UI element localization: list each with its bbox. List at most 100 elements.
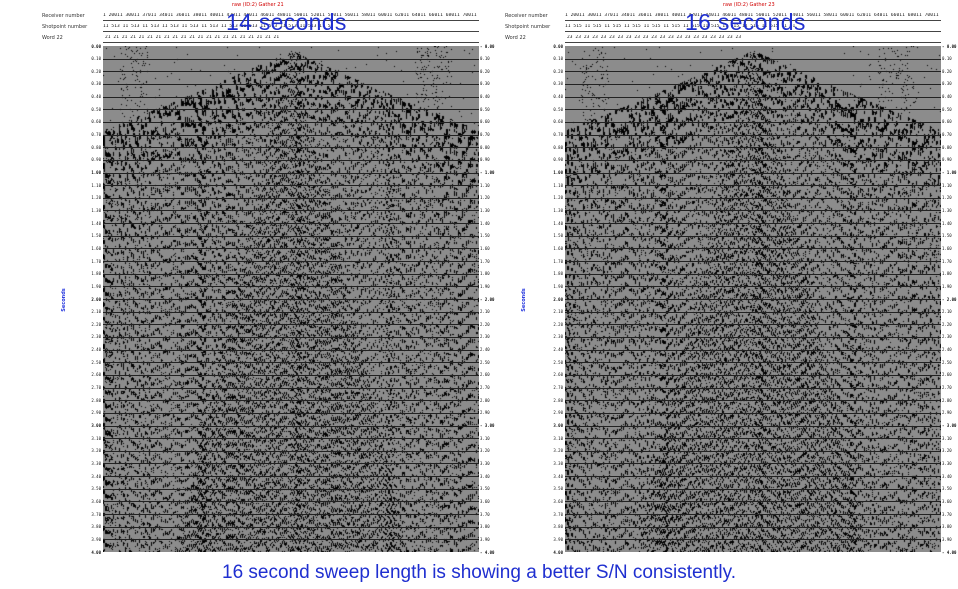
- timing-line: [103, 336, 479, 338]
- time-tick-label: 1.90: [942, 283, 952, 289]
- time-tick-label: 3.90: [480, 536, 490, 542]
- timing-line: [565, 121, 941, 123]
- time-tick-label: 3.70: [942, 511, 952, 517]
- word22-label: Word 22: [505, 35, 526, 41]
- time-tick-label: 1.20: [480, 195, 490, 201]
- gather-title: raw (ID:2) Gather 23: [723, 2, 775, 8]
- time-tick-label: 2.70: [480, 385, 490, 391]
- time-tick-label: 1.50: [480, 233, 490, 239]
- time-tick-label: 3.40: [91, 473, 101, 479]
- timing-line: [103, 96, 479, 98]
- time-tick-label: 3.20: [480, 448, 490, 454]
- time-tick-label: 3.60: [942, 498, 952, 504]
- timing-line: [565, 58, 941, 60]
- time-tick-label: 1.30: [553, 207, 563, 213]
- seismic-gather: [565, 46, 941, 552]
- time-tick-label: 3.30: [480, 460, 490, 466]
- time-tick-label: 2.10: [91, 309, 101, 315]
- timing-line: [565, 172, 941, 174]
- time-tick-label: 0.10: [91, 56, 101, 62]
- timing-line: [103, 374, 479, 376]
- time-tick-label: 2.20: [553, 321, 563, 327]
- receiver-number-label: Receiver number: [42, 13, 85, 19]
- timing-line: [103, 387, 479, 389]
- time-tick-label: 0.90: [91, 157, 101, 163]
- timing-line: [103, 514, 479, 516]
- time-tick-label: 3.60: [91, 498, 101, 504]
- time-tick-label: 3.70: [553, 511, 563, 517]
- time-tick-label: 0.40: [91, 94, 101, 100]
- time-tick-label: 1.70: [942, 258, 952, 264]
- time-tick-label: 1.30: [942, 207, 952, 213]
- time-tick-label: 1.70: [480, 258, 490, 264]
- time-tick-label: 1.50: [942, 233, 952, 239]
- seismic-gather: [103, 46, 479, 552]
- timing-line: [565, 425, 941, 427]
- time-tick-label: - 1.00: [480, 170, 495, 175]
- timing-line: [103, 324, 479, 326]
- timing-line: [103, 83, 479, 85]
- timing-line: [565, 463, 941, 465]
- sweep-length-label: 16 seconds: [685, 9, 806, 35]
- time-tick-label: 1.80: [942, 271, 952, 277]
- time-tick-label: 2.30: [480, 334, 490, 340]
- timing-line: [565, 501, 941, 503]
- timing-line: [565, 526, 941, 528]
- time-tick-label: 0.80: [553, 144, 563, 150]
- timing-line: [103, 71, 479, 73]
- shotpoint-number-label: Shotpoint number: [42, 24, 88, 30]
- timing-line: [565, 324, 941, 326]
- timing-line: [565, 96, 941, 98]
- receiver-number-values: 1 20011 30011 37011 34011 36011 38011 40…: [565, 13, 941, 18]
- time-tick-label: - 2.00: [942, 296, 957, 302]
- time-tick-label: 2.80: [91, 397, 101, 403]
- timing-line: [565, 311, 941, 313]
- time-tick-label: 3.00: [91, 423, 101, 428]
- time-tick-label: 0.20: [480, 68, 490, 74]
- time-tick-label: 3.50: [480, 486, 490, 492]
- time-tick-label: 3.40: [553, 473, 563, 479]
- time-tick-label: 0.50: [91, 106, 101, 112]
- time-tick-label: 1.50: [91, 233, 101, 239]
- timing-line: [565, 147, 941, 149]
- time-tick-label: 2.50: [480, 359, 490, 365]
- timing-line: [103, 134, 479, 136]
- time-tick-label: 2.80: [553, 397, 563, 403]
- time-tick-label: 1.20: [942, 195, 952, 201]
- word22-label: Word 22: [42, 35, 63, 41]
- time-tick-label: 0.50: [942, 106, 952, 112]
- time-tick-label: 1.20: [553, 195, 563, 201]
- time-tick-label: 3.10: [91, 435, 101, 441]
- time-tick-label: 0.90: [553, 157, 563, 163]
- time-tick-label: 1.60: [91, 245, 101, 251]
- time-tick-label: 2.00: [553, 296, 563, 302]
- time-tick-label: 1.30: [91, 207, 101, 213]
- timing-line: [103, 412, 479, 414]
- time-tick-label: 0.40: [942, 94, 952, 100]
- time-tick-label: 0.20: [91, 68, 101, 74]
- time-tick-label: 2.40: [480, 347, 490, 353]
- time-tick-label: 1.10: [91, 182, 101, 188]
- timing-line: [103, 223, 479, 225]
- timing-line: [103, 185, 479, 187]
- receiver-number-values: 1 20011 30011 37011 34011 36011 38011 40…: [103, 13, 479, 18]
- time-tick-label: 3.80: [480, 524, 490, 530]
- timing-line: [565, 450, 941, 452]
- header-rule: [103, 42, 479, 43]
- timing-line: [565, 412, 941, 414]
- time-tick-label: 0.80: [480, 144, 490, 150]
- timing-line: [103, 286, 479, 288]
- timing-line: [103, 121, 479, 123]
- header-rule: [565, 31, 941, 32]
- word22-values: 23 23 23 23 23 23 23 23 23 23 23 23 23 2…: [567, 35, 742, 40]
- time-tick-label: 2.30: [942, 334, 952, 340]
- time-tick-label: 0.10: [942, 56, 952, 62]
- timing-line: [565, 387, 941, 389]
- timing-line: [565, 223, 941, 225]
- time-tick-label: 2.60: [91, 372, 101, 378]
- time-tick-label: 1.40: [942, 220, 952, 226]
- time-tick-label: 2.10: [480, 309, 490, 315]
- time-tick-label: 1.40: [91, 220, 101, 226]
- time-axis-left: 0.00 0.10 0.20 0.30 0.40 0.50 0.60 0.70 0.80 0.90…: [84, 0, 102, 560]
- time-tick-label: 2.20: [942, 321, 952, 327]
